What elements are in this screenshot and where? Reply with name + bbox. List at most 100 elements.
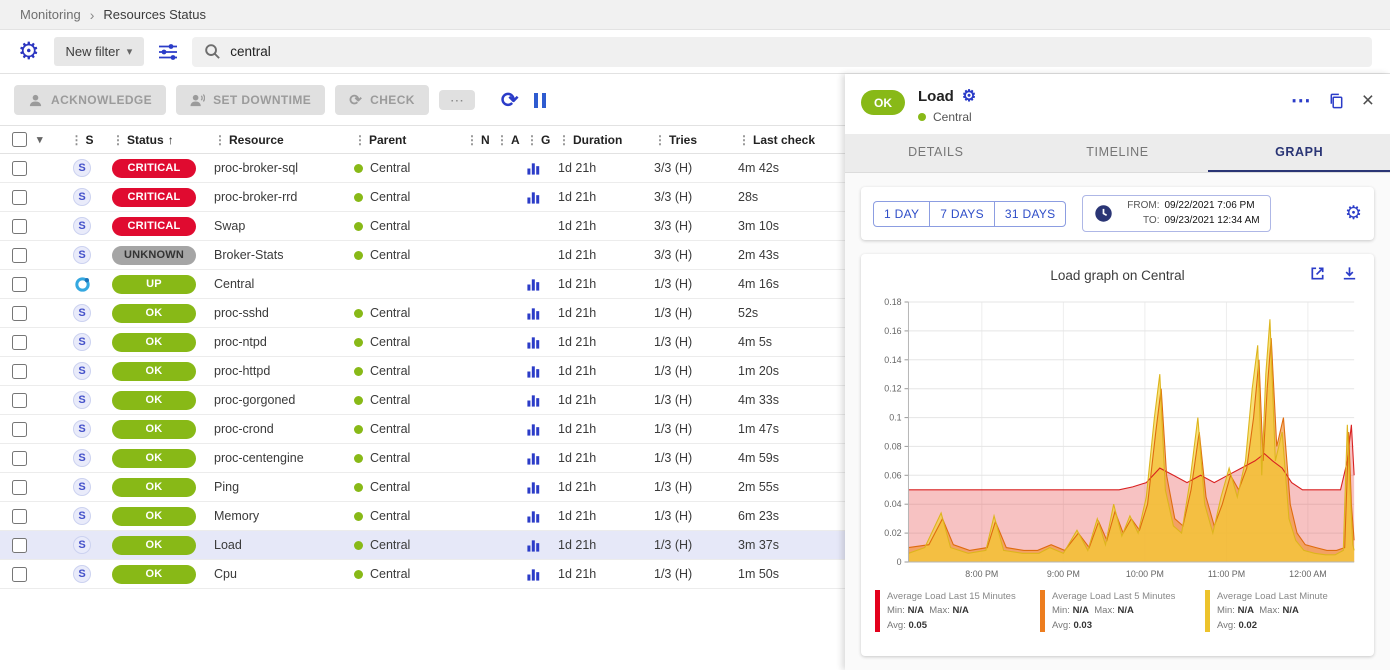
table-row-Broker-Stats[interactable]: S UNKNOWN Broker-Stats Central 1d 21h 3/3 (H)…	[0, 241, 845, 270]
column-header-status[interactable]: ⋮ Status ↑	[112, 132, 174, 147]
graph-icon[interactable]	[526, 538, 541, 553]
resource-name[interactable]: proc-centengine	[214, 451, 304, 465]
table-row-Load[interactable]: S OK Load Central 1d 21h 1/3 (H) 3m 37s	[0, 531, 845, 560]
custom-range-picker[interactable]: FROM: 09/22/2021 7:06 PM TO: 09/23/2021 …	[1082, 195, 1271, 232]
acknowledge-button[interactable]: ACKNOWLEDGE	[14, 85, 167, 115]
resource-name[interactable]: Central	[214, 277, 255, 291]
download-icon[interactable]	[1341, 265, 1358, 282]
resource-name[interactable]: proc-gorgoned	[214, 393, 296, 407]
parent-name[interactable]: Central	[370, 422, 411, 436]
select-all-checkbox[interactable]	[12, 132, 27, 147]
graph-icon[interactable]	[526, 480, 541, 495]
row-checkbox[interactable]	[12, 363, 27, 379]
range-button-1-day[interactable]: 1 DAY	[873, 200, 931, 227]
table-row-Ping[interactable]: S OK Ping Central 1d 21h 1/3 (H) 2m 55s	[0, 473, 845, 502]
row-checkbox[interactable]	[12, 508, 27, 524]
column-header-dur[interactable]: ⋮ Duration	[558, 132, 623, 147]
column-header-s[interactable]: ⋮ S	[70, 132, 94, 147]
resource-name[interactable]: Swap	[214, 219, 246, 233]
parent-name[interactable]: Central	[370, 509, 411, 523]
panel-more-icon[interactable]: ⋯	[1290, 89, 1311, 112]
graph-icon[interactable]	[526, 422, 541, 437]
graph-icon[interactable]	[526, 277, 541, 292]
resource-name[interactable]: Broker-Stats	[214, 248, 284, 262]
search-box[interactable]	[192, 36, 1372, 67]
resource-name[interactable]: proc-broker-sql	[214, 161, 299, 175]
parent-name[interactable]: Central	[370, 248, 411, 262]
resource-name[interactable]: proc-broker-rrd	[214, 190, 298, 204]
table-row-proc-broker-rrd[interactable]: S CRITICAL proc-broker-rrd Central 1d 21h 3/3…	[0, 183, 845, 212]
copy-link-icon[interactable]	[1328, 92, 1345, 109]
column-header-tries[interactable]: ⋮ Tries	[654, 132, 698, 147]
table-row-proc-httpd[interactable]: S OK proc-httpd Central 1d 21h 1/3 (H) 1m 20s	[0, 357, 845, 386]
pause-icon[interactable]	[534, 92, 547, 108]
table-row-proc-sshd[interactable]: S OK proc-sshd Central 1d 21h 1/3 (H) 52s	[0, 299, 845, 328]
parent-name[interactable]: Central	[370, 480, 411, 494]
column-header-res[interactable]: ⋮ Resource	[214, 132, 284, 147]
column-header-parent[interactable]: ⋮ Parent	[354, 132, 407, 147]
range-button-7-days[interactable]: 7 DAYS	[929, 200, 995, 227]
graph-icon[interactable]	[526, 509, 541, 524]
table-row-Central[interactable]: UP Central 1d 21h 1/3 (H) 4m 16s	[0, 270, 845, 299]
resource-name[interactable]: proc-crond	[214, 422, 274, 436]
more-actions-button[interactable]: ⋯	[438, 90, 475, 110]
resource-name[interactable]: proc-ntpd	[214, 335, 267, 349]
graph-icon[interactable]	[526, 567, 541, 582]
resource-name[interactable]: Load	[214, 538, 242, 552]
range-button-31-days[interactable]: 31 DAYS	[993, 200, 1067, 227]
legend-item[interactable]: Average Load Last 5 Minutes Min: N/A Max:…	[1040, 590, 1195, 633]
parent-name[interactable]: Central	[370, 393, 411, 407]
row-checkbox[interactable]	[12, 334, 27, 350]
row-checkbox[interactable]	[12, 392, 27, 408]
row-checkbox[interactable]	[12, 189, 27, 205]
breadcrumb-monitoring[interactable]: Monitoring	[20, 7, 81, 22]
parent-name[interactable]: Central	[370, 306, 411, 320]
row-checkbox[interactable]	[12, 276, 27, 292]
parent-name[interactable]: Central	[370, 161, 411, 175]
table-row-proc-centengine[interactable]: S OK proc-centengine Central 1d 21h 1/3 (H) 4m…	[0, 444, 845, 473]
table-row-Cpu[interactable]: S OK Cpu Central 1d 21h 1/3 (H) 1m 50s	[0, 560, 845, 589]
tab-graph[interactable]: GRAPH	[1208, 134, 1390, 172]
resource-name[interactable]: Cpu	[214, 567, 237, 581]
row-checkbox[interactable]	[12, 247, 27, 263]
graph-icon[interactable]	[526, 335, 541, 350]
row-checkbox[interactable]	[12, 479, 27, 495]
check-button[interactable]: ⟳ CHECK	[335, 85, 429, 115]
parent-name[interactable]: Central	[370, 364, 411, 378]
column-header-n[interactable]: ⋮ N	[466, 132, 490, 147]
column-header-last[interactable]: ⋮ Last check	[738, 132, 816, 147]
search-input[interactable]	[230, 44, 1360, 59]
resource-name[interactable]: Memory	[214, 509, 260, 523]
parent-name[interactable]: Central	[370, 219, 411, 233]
graph-icon[interactable]	[526, 190, 541, 205]
column-header-g[interactable]: ⋮ G	[526, 132, 551, 147]
refresh-icon[interactable]: ⟳	[500, 88, 519, 112]
graph-icon[interactable]	[526, 393, 541, 408]
table-row-proc-broker-sql[interactable]: S CRITICAL proc-broker-sql Central 1d 21h 3/3…	[0, 154, 845, 183]
row-checkbox[interactable]	[12, 566, 27, 582]
breadcrumb-resources-status[interactable]: Resources Status	[103, 7, 206, 22]
legend-item[interactable]: Average Load Last 15 Minutes Min: N/A Max…	[875, 590, 1030, 633]
graph-icon[interactable]	[526, 306, 541, 321]
legend-item[interactable]: Average Load Last Minute Min: N/A Max: N/…	[1205, 590, 1360, 633]
parent-name[interactable]: Central	[370, 567, 411, 581]
row-checkbox[interactable]	[12, 450, 27, 466]
close-icon[interactable]: ×	[1361, 88, 1374, 112]
filter-settings-gear-icon[interactable]: ⚙	[18, 37, 40, 65]
table-row-proc-gorgoned[interactable]: S OK proc-gorgoned Central 1d 21h 1/3 (H) 4m 3…	[0, 386, 845, 415]
set-downtime-button[interactable]: SET DOWNTIME	[176, 85, 326, 115]
graph-icon[interactable]	[526, 451, 541, 466]
parent-name[interactable]: Central	[370, 335, 411, 349]
resource-name[interactable]: proc-sshd	[214, 306, 269, 320]
resource-name[interactable]: proc-httpd	[214, 364, 271, 378]
row-checkbox[interactable]	[12, 218, 27, 234]
table-row-proc-crond[interactable]: S OK proc-crond Central 1d 21h 1/3 (H) 1m 47s	[0, 415, 845, 444]
column-header-a[interactable]: ⋮ A	[496, 132, 520, 147]
parent-name[interactable]: Central	[370, 538, 411, 552]
filter-tune-icon[interactable]	[158, 42, 178, 62]
configure-gear-icon[interactable]: ⚙	[961, 87, 977, 105]
row-checkbox[interactable]	[12, 421, 27, 437]
new-filter-dropdown[interactable]: New filter ▾	[53, 37, 145, 66]
row-checkbox[interactable]	[12, 160, 27, 176]
tab-timeline[interactable]: TIMELINE	[1086, 145, 1149, 159]
